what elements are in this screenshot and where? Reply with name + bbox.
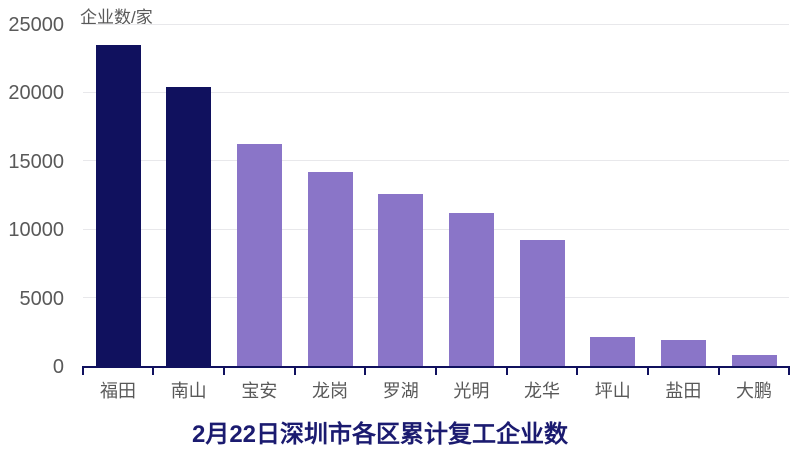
x-axis-tick <box>364 367 367 375</box>
bar-龙岗 <box>307 171 353 366</box>
x-axis-tick <box>223 367 226 375</box>
x-category-label-光明: 光明 <box>453 381 490 401</box>
bar-坪山 <box>590 337 636 366</box>
x-axis-tick <box>788 367 791 375</box>
x-category-label-龙华: 龙华 <box>524 381 561 401</box>
bar-福田 <box>95 44 141 366</box>
y-tick-label-20000: 20000 <box>8 82 64 105</box>
x-axis-tick <box>717 367 720 375</box>
x-category-label-南山: 南山 <box>170 381 207 401</box>
x-axis-tick <box>505 367 508 375</box>
x-axis-line <box>81 365 791 368</box>
y-axis-unit-label: 企业数/家 <box>80 8 153 27</box>
gridline-5000 <box>82 297 790 299</box>
x-category-label-坪山: 坪山 <box>594 381 631 401</box>
x-axis-tick <box>81 367 84 375</box>
x-category-label-宝安: 宝安 <box>241 381 278 401</box>
x-category-label-福田: 福田 <box>100 381 137 401</box>
bar-大鹏 <box>731 355 777 366</box>
x-category-label-盐田: 盐田 <box>665 381 702 401</box>
x-axis-tick <box>576 367 579 375</box>
x-category-label-大鹏: 大鹏 <box>736 381 773 401</box>
bar-罗湖 <box>378 193 424 366</box>
y-tick-label-15000: 15000 <box>8 150 64 173</box>
x-axis-tick <box>152 367 155 375</box>
y-tick-label-10000: 10000 <box>8 219 64 242</box>
x-axis-tick <box>293 367 296 375</box>
x-category-label-罗湖: 罗湖 <box>382 381 419 401</box>
x-category-label-龙岗: 龙岗 <box>312 381 349 401</box>
bar-南山 <box>166 86 212 366</box>
gridline-20000 <box>82 91 790 93</box>
x-axis-tick <box>435 367 438 375</box>
bar-盐田 <box>660 340 706 366</box>
x-axis-tick <box>647 367 650 375</box>
gridline-10000 <box>82 228 790 230</box>
y-tick-label-25000: 25000 <box>8 14 64 36</box>
chart-title: 2月22日深圳市各区累计复工企业数 <box>191 421 569 448</box>
bar-宝安 <box>236 144 282 366</box>
bar-龙华 <box>519 240 565 366</box>
gridline-15000 <box>82 160 790 162</box>
bar-光明 <box>448 212 494 366</box>
y-tick-label-5000: 5000 <box>19 287 65 310</box>
gridline-25000 <box>82 23 790 25</box>
y-tick-label-0: 0 <box>52 356 64 378</box>
